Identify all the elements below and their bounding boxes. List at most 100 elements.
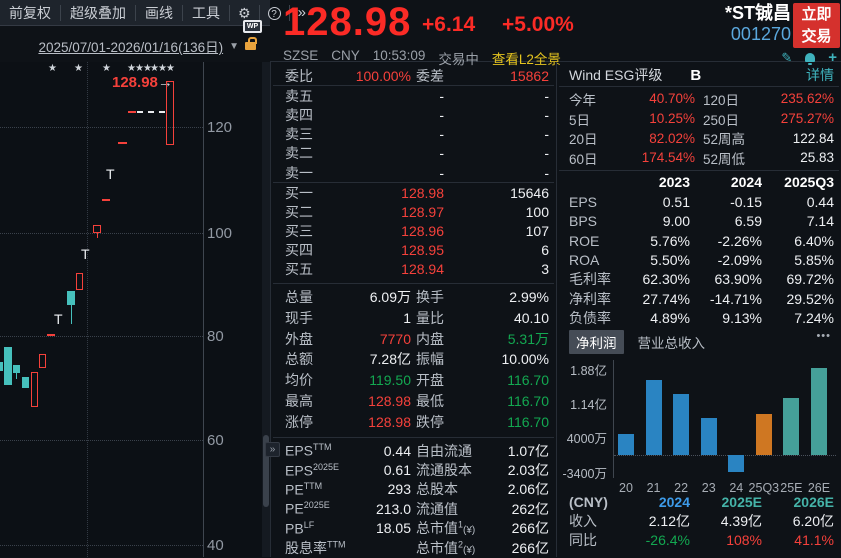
price-axis [203,62,204,557]
profit-bar-25E[interactable] [783,398,800,455]
wp-window-icon[interactable]: WP [243,20,262,33]
detail-link[interactable]: 详情 [806,67,834,83]
star-marker-icon: ★ [102,63,111,74]
candle-down [4,347,12,385]
stat-row: 涨停 128.98 跌停 116.70 [285,413,549,430]
x-tick-label: 25Q3 [748,481,780,495]
ask-row-2[interactable]: 卖二 - - [285,145,549,162]
toolbar-more-icon[interactable]: » [297,3,306,21]
financial-table-row: ROE 5.76% -2.26% 6.40% [569,232,834,249]
profit-bar-25Q3[interactable] [755,413,772,455]
financial-table-row: 负债率 4.89% 9.13% 7.24% [569,310,834,327]
forecast-row: 收入 2.12亿 4.39亿 6.20亿 [569,513,834,530]
bid-row-2[interactable]: 买二 128.97 100 [285,203,549,220]
bid-row-4[interactable]: 买四 128.95 6 [285,242,549,259]
y-tick-label: 4000万 [566,432,607,447]
candle-wick [97,233,98,238]
last-price-tag: 128.98→ [112,74,173,91]
quote-time: 10:53:09 [372,48,426,63]
star-marker-icon: ★ [74,63,83,74]
price-dash-mark [47,334,55,336]
candle-up [31,372,38,407]
stat-row: 外盘 7770 内盘 5.31万 [285,330,549,347]
stat-row: 最高 128.98 最低 116.70 [285,392,549,409]
t-marker: T [106,166,115,182]
stat-row: 均价 119.50 开盘 116.70 [285,372,549,389]
profit-bar-23[interactable] [700,417,717,455]
y-tick-label: 1.14亿 [570,398,607,413]
l2-panorama-link[interactable]: 查看L2全景 [491,52,561,67]
quote-panel: 委比 100.00% 委差 15862 卖五 - - 卖四 - - 卖三 - - 卖二 - - … [270,62,556,557]
x-tick-label: 20 [619,481,633,495]
star-marker-icon: ★ [150,63,159,74]
trade-now-button[interactable]: 立即 交易 [793,3,840,48]
gear-icon[interactable]: ⚙ [230,4,260,21]
performance-row: 60日 174.54% 52周低 25.83 [569,150,834,167]
tab-total-revenue[interactable]: 营业总收入 [637,336,706,351]
ask-row-3[interactable]: 卖三 - - [285,126,549,143]
add-watchlist-icon[interactable]: + [828,49,837,66]
star-marker-icon: ★ [48,63,57,74]
help-icon[interactable]: ? [260,4,290,21]
date-range-row: 2025/07/01-2026/01/16(136日) ▼ [0,36,262,56]
star-marker-icon: ★ [135,63,144,74]
x-tick-label: 23 [701,481,716,495]
profit-chart-y-axis: 1.88亿 1.14亿 4000万 -3400万 [557,360,609,481]
quote-header: 128.98 +6.14 +5.00% *ST铖昌 001270 立即 交易 S… [270,0,841,67]
gridline-40: 40 [0,537,224,554]
weicha-value: 15862 [510,67,549,84]
profit-bar-26E[interactable] [810,367,827,455]
bid-row-3[interactable]: 买三 128.96 107 [285,223,549,240]
ask-row-5[interactable]: 卖五 - - [285,87,549,104]
exchange-label: SZSE [283,48,319,63]
toolbar-item-tools[interactable]: 工具 [183,4,230,21]
profit-bar-21[interactable] [645,379,662,455]
bid-row-5[interactable]: 买五 128.94 3 [285,261,549,278]
chevron-down-icon[interactable]: ▼ [229,40,239,52]
kline-chart-canvas[interactable]: 120 100 80 60 40 128.98→ ★ ★ ★ ★ ★ ★ ★ ★ ★ T T T [0,62,262,557]
valuation-row: PBLF 18.05 总市值1(¥) 266亿 [285,519,549,537]
financial-table-row: EPS 0.51 -0.15 0.44 [569,193,834,210]
price-dash-mark [118,142,127,144]
toolbar-item-super-overlay[interactable]: 超级叠加 [61,4,136,21]
profit-bar-24[interactable] [728,455,745,473]
valuation-row: PE2025E 213.0 流通值 262亿 [285,500,549,518]
price-change: +6.14 [422,13,476,36]
gridline-60: 60 [0,432,224,449]
candle-wick [16,373,17,379]
forecast-row: 同比 -26.4% 108% 41.1% [569,532,834,549]
ask-row-1[interactable]: 卖一 - - [285,164,549,181]
profit-bar-22[interactable] [673,393,690,455]
date-range-selector[interactable]: 2025/07/01-2026/01/16(136日) [38,40,224,55]
candle-up [39,354,46,368]
y-tick-label: 1.88亿 [570,363,607,378]
lock-icon[interactable] [245,37,257,50]
scrollbar-thumb[interactable] [263,435,269,507]
candle-down [22,377,29,388]
toolbar-item-forward-adjusted[interactable]: 前复权 [0,4,61,21]
edit-icon[interactable]: ✎ [781,49,793,65]
profit-bar-20[interactable] [618,434,634,455]
more-menu-icon[interactable]: ••• [816,330,831,342]
dashed-price-line [137,111,165,113]
candle-wick [71,305,72,324]
tab-net-profit[interactable]: 净利润 [569,330,624,354]
gridline-120: 120 [0,119,232,136]
profit-bar-chart[interactable]: 20 21 22 23 24 25Q3 25E 26E [613,360,836,495]
financial-table-row: 毛利率 62.30% 63.90% 69.72% [569,271,834,288]
ask-row-4[interactable]: 卖四 - - [285,106,549,123]
panel-collapse-icon[interactable]: » [265,442,280,457]
analysis-panel: Wind ESG评级 B 详情 今年 40.70% 120日 235.62% 5日 10… [556,62,841,557]
chart-toolbar: 前复权 超级叠加 画线 工具 ⚙ ? » [0,0,306,26]
candle-down [0,362,3,371]
financial-table-row: ROA 5.50% -2.09% 5.85% [569,252,834,268]
star-marker-icon: ★ [127,63,136,74]
alert-bell-icon[interactable] [805,53,816,65]
performance-row: 今年 40.70% 120日 235.62% [569,91,834,108]
toolbar-item-draw-line[interactable]: 画线 [136,4,183,21]
chart-scrollbar[interactable] [262,62,270,557]
forecast-header: (CNY) 2024 2025E 2026E [569,493,834,510]
candle-down [67,291,75,305]
financial-table-row: 净利率 27.74% -14.71% 29.52% [569,290,834,307]
bid-row-1[interactable]: 买一 128.98 15646 [285,184,549,201]
